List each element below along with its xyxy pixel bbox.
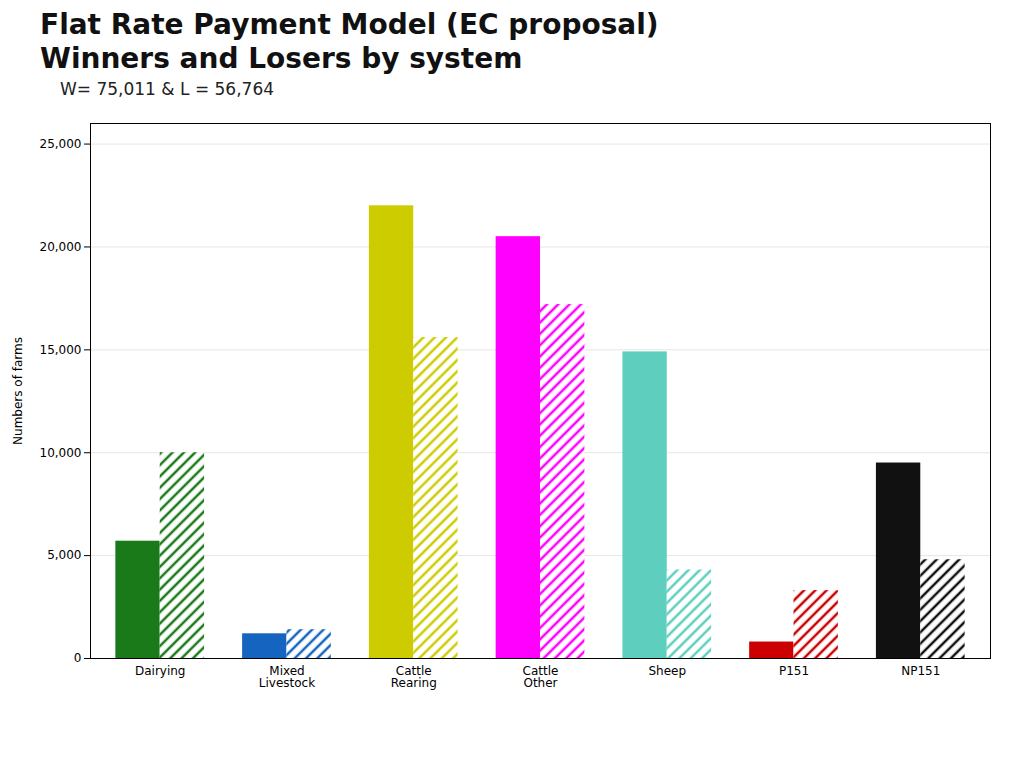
svg-text:15,000: 15,000 [40,343,82,357]
svg-text:MixedLivestock: MixedLivestock [259,664,315,690]
svg-text:P151: P151 [779,664,809,678]
svg-text:NP151: NP151 [901,664,940,678]
svg-text:0: 0 [74,652,82,666]
svg-text:Sheep: Sheep [648,664,686,678]
svg-text:20,000: 20,000 [40,240,82,254]
svg-text:Dairying: Dairying [135,664,186,678]
svg-text:CattleRearing: CattleRearing [391,664,437,690]
svg-text:CattleOther: CattleOther [523,664,559,690]
svg-text:25,000: 25,000 [40,137,82,151]
svg-text:Numbers of farms: Numbers of farms [11,337,25,445]
svg-text:5,000: 5,000 [47,549,81,563]
svg-text:10,000: 10,000 [40,446,82,460]
html-text:W= 75,011 & L = 56,764: W= 75,011 & L = 56,764 [60,79,274,100]
html-text:Flat Rate Payment Model (EC pr: Flat Rate Payment Model (EC proposal) Wi… [40,8,659,75]
